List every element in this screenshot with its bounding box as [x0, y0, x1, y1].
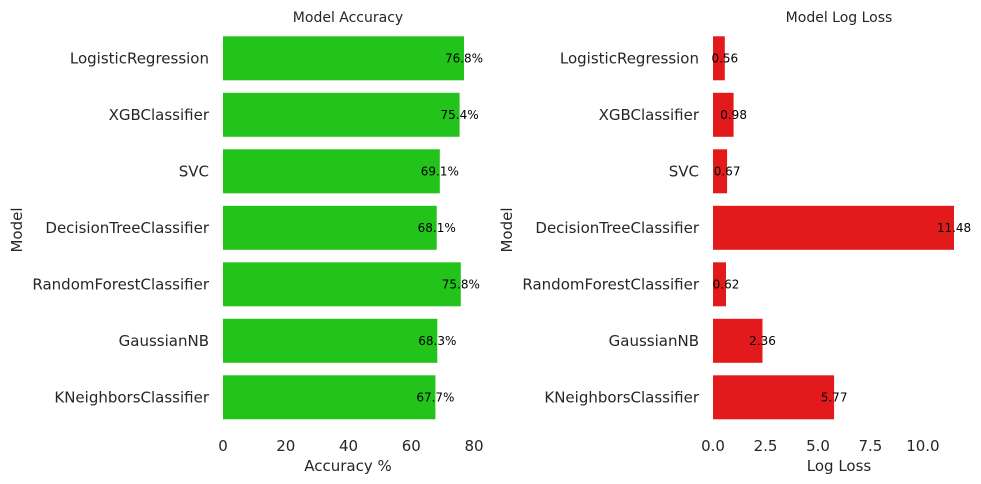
accuracy-data-label-2: 69.1%	[421, 164, 459, 178]
logloss-data-label-2: 0.67	[714, 164, 741, 178]
logloss-category-label-2: SVC	[669, 162, 699, 180]
accuracy-category-label-3: DecisionTreeClassifier	[45, 219, 209, 237]
accuracy-panel: Model Accuracy Accuracy % Model 76.8% 75.…	[8, 10, 484, 475]
accuracy-category-label-0: LogisticRegression	[70, 49, 209, 67]
accuracy-data-label-4: 75.8%	[442, 277, 480, 291]
logloss-x-tick-label-0: 0.0	[701, 437, 725, 455]
accuracy-bar-5	[223, 318, 438, 363]
logloss-category-label-5: GaussianNB	[609, 332, 699, 350]
accuracy-category-label-4: RandomForestClassifier	[32, 275, 209, 293]
accuracy-bar-3	[223, 205, 437, 250]
accuracy-x-tick-label-4: 80	[464, 437, 483, 455]
accuracy-bar-1	[223, 92, 460, 137]
accuracy-data-label-5: 68.3%	[418, 334, 456, 348]
accuracy-bar-2	[223, 149, 440, 194]
logloss-data-label-3: 11.48	[937, 221, 971, 235]
accuracy-category-label-5: GaussianNB	[119, 332, 209, 350]
accuracy-x-tick-label-2: 40	[339, 437, 358, 455]
logloss-category-label-3: DecisionTreeClassifier	[535, 219, 699, 237]
logloss-x-tick-label-2: 5.0	[806, 437, 830, 455]
logloss-data-label-0: 0.56	[711, 51, 738, 65]
logloss-bar-1	[713, 92, 734, 137]
logloss-bar-6	[713, 375, 835, 420]
logloss-title: Model Log Loss	[786, 10, 893, 26]
logloss-data-label-1: 0.98	[720, 108, 747, 122]
logloss-bar-0	[713, 36, 725, 81]
accuracy-bar-0	[223, 36, 464, 81]
logloss-bar-4	[713, 262, 726, 307]
logloss-x-tick-label-1: 2.5	[754, 437, 778, 455]
accuracy-xlabel: Accuracy %	[304, 457, 392, 475]
logloss-data-label-5: 2.36	[749, 334, 776, 348]
accuracy-data-label-1: 75.4%	[441, 108, 479, 122]
accuracy-x-tick-label-1: 20	[276, 437, 295, 455]
accuracy-data-label-3: 68.1%	[418, 221, 456, 235]
logloss-xlabel: Log Loss	[807, 457, 872, 475]
accuracy-category-label-6: KNeighborsClassifier	[54, 388, 209, 406]
accuracy-title: Model Accuracy	[293, 10, 403, 26]
logloss-data-label-6: 5.77	[821, 390, 848, 404]
accuracy-category-label-1: XGBClassifier	[109, 106, 210, 124]
logloss-category-label-1: XGBClassifier	[599, 106, 700, 124]
accuracy-category-label-2: SVC	[179, 162, 209, 180]
logloss-data-label-4: 0.62	[713, 277, 740, 291]
logloss-category-label-0: LogisticRegression	[560, 49, 699, 67]
logloss-x-tick-label-3: 7.5	[858, 437, 882, 455]
accuracy-ylabel: Model	[8, 207, 26, 252]
accuracy-x-tick-label-0: 0	[218, 437, 228, 455]
logloss-category-label-4: RandomForestClassifier	[522, 275, 699, 293]
logloss-category-label-6: KNeighborsClassifier	[544, 388, 699, 406]
logloss-bar-2	[713, 149, 728, 194]
accuracy-data-label-6: 67.7%	[416, 390, 454, 404]
accuracy-bar-6	[223, 375, 436, 420]
accuracy-x-tick-label-3: 60	[402, 437, 421, 455]
logloss-bar-5	[713, 318, 763, 363]
logloss-panel: Model Log Loss Log Loss Model 0.56 0.98 0.…	[498, 10, 971, 475]
accuracy-bar-4	[223, 262, 461, 307]
logloss-bar-3	[713, 205, 954, 250]
logloss-ylabel: Model	[498, 207, 516, 252]
accuracy-data-label-0: 76.8%	[445, 51, 483, 65]
logloss-x-tick-label-4: 10.0	[906, 437, 939, 455]
